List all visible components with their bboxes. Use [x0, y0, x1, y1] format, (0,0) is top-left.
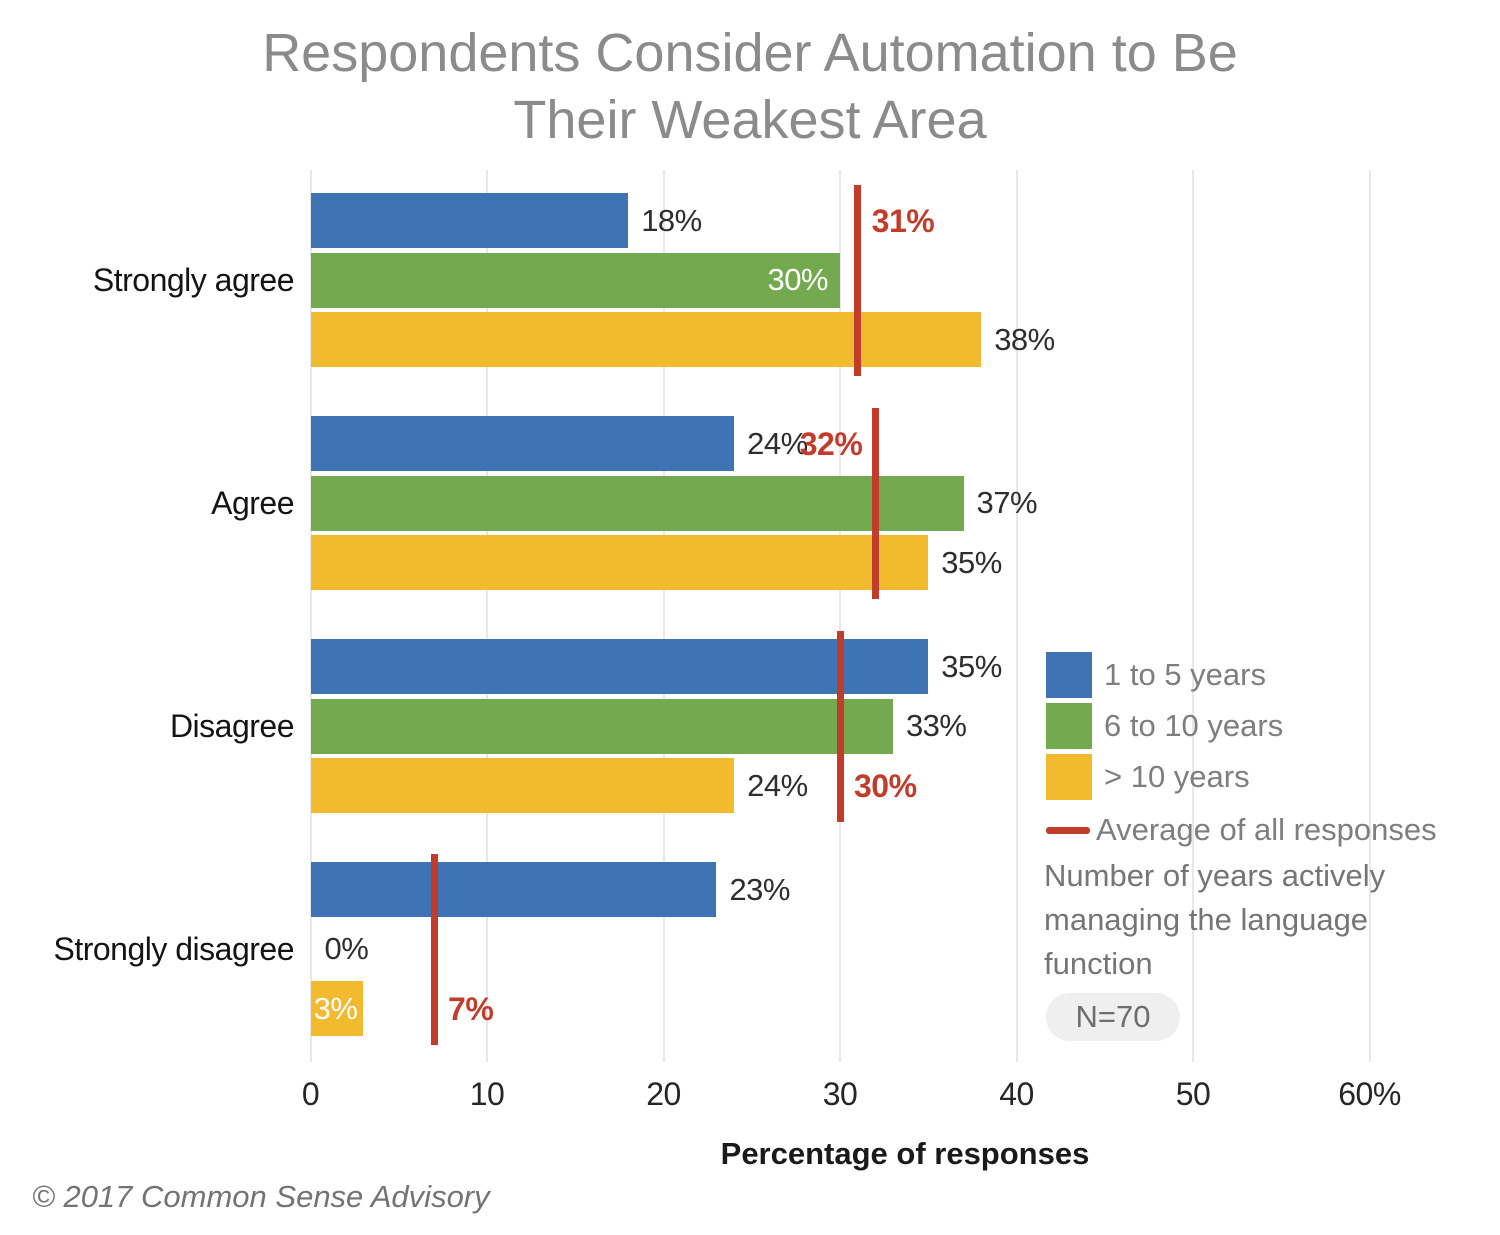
legend-average-dash	[1046, 827, 1090, 834]
gridline	[486, 170, 488, 1062]
legend-swatch	[1046, 754, 1092, 800]
average-value-label: 30%	[854, 767, 917, 804]
gridline	[839, 170, 841, 1062]
x-tick-label: 30	[822, 1076, 858, 1112]
average-line	[854, 185, 862, 376]
x-tick-label: 50	[1175, 1076, 1211, 1112]
gridline	[1368, 170, 1371, 1062]
gridline	[1015, 170, 1018, 1062]
bar	[310, 193, 629, 248]
category-label: Strongly disagree	[53, 931, 294, 967]
bar-value-label: 18%	[641, 202, 702, 238]
average-line	[871, 408, 879, 599]
bar-value-label: 35%	[941, 648, 1002, 684]
bar-value-label: 24%	[747, 767, 808, 803]
bar	[310, 639, 929, 694]
bar	[310, 981, 364, 1036]
legend-label: 1 to 5 years	[1104, 657, 1266, 692]
legend-note: Number of years actively managing the la…	[1044, 858, 1386, 981]
sample-size-badge: N=70	[1046, 993, 1180, 1041]
category-label: Disagree	[169, 708, 295, 744]
gridline	[309, 170, 312, 1062]
x-tick-label: 40	[999, 1076, 1034, 1112]
bar	[310, 416, 735, 471]
average-line	[836, 631, 844, 822]
chart-title-line1: Respondents Consider Automation to Be	[262, 23, 1238, 83]
bar-value-label: 38%	[994, 321, 1055, 357]
legend-swatch	[1046, 652, 1092, 698]
bar	[310, 312, 982, 367]
category-label: Strongly agree	[92, 262, 295, 298]
bar-value-label: 0%	[324, 931, 369, 966]
gridline	[1192, 170, 1194, 1062]
bar-value-label: 33%	[905, 708, 967, 743]
legend-label: 6 to 10 years	[1104, 708, 1284, 743]
bar	[310, 475, 964, 531]
legend-label: > 10 years	[1104, 759, 1250, 794]
bar-value-label: 35%	[941, 544, 1002, 580]
average-value-label: 31%	[871, 202, 935, 239]
average-value-label: 32%	[799, 425, 863, 462]
average-value-label: 7%	[448, 990, 494, 1027]
bar-value-label: 24%	[747, 425, 808, 461]
x-tick-label: 60%	[1338, 1076, 1401, 1112]
x-tick-label: 20	[646, 1076, 681, 1112]
bar	[310, 535, 929, 590]
gridline	[662, 170, 665, 1062]
bar-value-label: 23%	[729, 871, 790, 907]
chart-title: Respondents Consider Automation to Be Th…	[0, 20, 1500, 154]
bar	[310, 252, 840, 308]
x-axis-label: Percentage of responses	[720, 1136, 1090, 1171]
category-label: Agree	[211, 485, 294, 521]
x-tick-label: 10	[469, 1076, 505, 1112]
legend-average-label: Average of all responses	[1096, 812, 1437, 847]
bar-value-label: 3%	[313, 990, 358, 1026]
bar-value-label: 37%	[976, 485, 1038, 520]
legend-swatch	[1046, 703, 1092, 749]
bar	[310, 758, 735, 813]
copyright-footer: © 2017 Common Sense Advisory	[32, 1179, 490, 1214]
chart-title-line2: Their Weakest Area	[513, 90, 987, 150]
bar	[310, 698, 893, 754]
x-tick-label: 0	[301, 1076, 320, 1112]
average-line	[430, 854, 438, 1045]
bar	[310, 862, 717, 917]
bar-value-label: 30%	[767, 262, 828, 297]
